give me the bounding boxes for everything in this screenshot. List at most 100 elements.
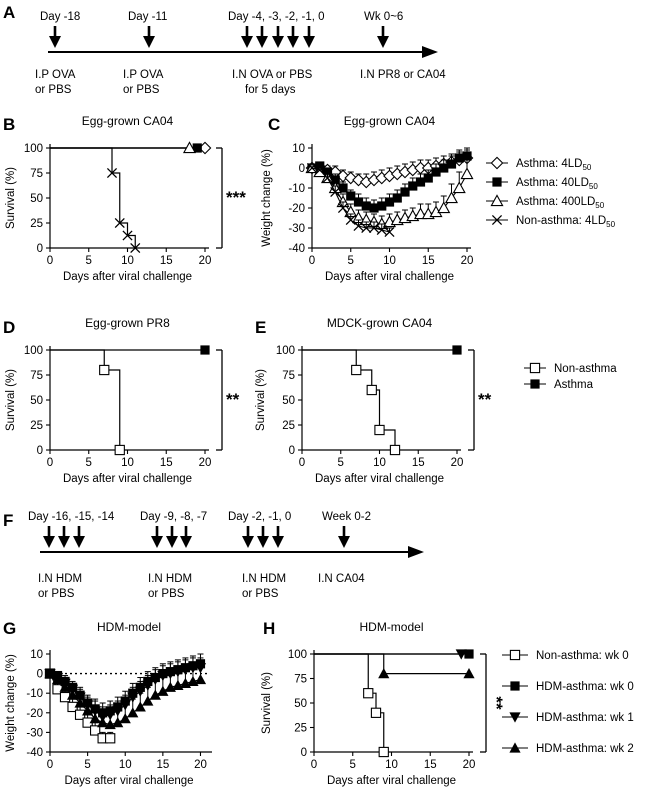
data-point — [97, 717, 109, 728]
x-tick-label: 0 — [47, 457, 53, 469]
y-tick-label: 100 — [24, 345, 43, 357]
x-axis-label: Days after viral challenge — [325, 271, 454, 283]
arrow-head — [43, 536, 55, 548]
data-point — [142, 695, 154, 706]
data-point — [157, 670, 169, 682]
timeline-a-label-2: Day -4, -3, -2, -1, 0 — [228, 11, 325, 23]
data-point — [389, 444, 401, 456]
x-tick-label: 5 — [86, 255, 92, 267]
data-point — [376, 224, 387, 236]
data-point — [370, 707, 382, 718]
timeline-a: Day -18 Day -11 Day -4, -3, -2, -1, 0 Wk… — [35, 11, 446, 96]
y-axis-label: Survival (%) — [255, 369, 267, 431]
timeline-a-bottom-1-line2: or PBS — [123, 84, 160, 96]
arrow-head — [73, 536, 85, 548]
arrow-head — [242, 536, 254, 548]
data-point — [337, 202, 349, 214]
x-tick-label: 0 — [311, 759, 317, 771]
chart-title: Egg-grown PR8 — [85, 316, 170, 330]
chart-title: HDM-model — [97, 620, 161, 634]
series-1 — [50, 345, 210, 355]
timeline-f-bottom-0-line1: I.N HDM — [38, 573, 82, 585]
data-point — [134, 686, 146, 697]
timeline-a-label-0: Day -18 — [40, 11, 80, 23]
legend-marker — [490, 194, 504, 207]
legend-marker — [530, 379, 540, 389]
data-point — [130, 242, 141, 254]
y-tick-label: -10 — [288, 183, 305, 195]
data-point — [351, 364, 362, 376]
legend-marker — [509, 742, 521, 753]
x-tick-label: 5 — [86, 457, 92, 469]
y-tick-label: 100 — [24, 143, 43, 155]
y-tick-label: -30 — [288, 223, 305, 235]
y-tick-label: 25 — [30, 420, 43, 432]
y-tick-label: -20 — [26, 708, 43, 720]
data-point — [413, 207, 428, 220]
timeline-f-label-6: Day -2, -1, 0 — [228, 511, 291, 523]
x-tick-label: 20 — [451, 457, 464, 469]
data-point — [51, 673, 64, 685]
timeline-arrow — [73, 526, 85, 548]
timeline-arrow — [166, 526, 178, 548]
x-tick-label: 0 — [47, 759, 53, 771]
data-point — [59, 691, 71, 703]
y-tick-label: 100 — [276, 345, 295, 357]
data-point — [106, 167, 118, 179]
arrow-head — [272, 536, 284, 548]
legend-item: Asthma: 400LD50 — [486, 194, 605, 210]
data-point — [322, 172, 333, 184]
data-point — [444, 191, 459, 204]
data-point — [415, 177, 426, 187]
data-point — [363, 688, 374, 699]
timeline-f-label-0: Day -16, -15, -14 — [28, 511, 115, 523]
legend-label: Asthma: 4LD50 — [516, 158, 592, 172]
y-tick-label: 0 — [37, 669, 43, 681]
data-point — [346, 191, 356, 201]
chart-d: Egg-grown PR8 0 5 10 15 20 0 25 50 75 100 Days afte… — [5, 316, 240, 485]
x-axis-label: Days after viral challenge — [315, 473, 444, 485]
data-point — [157, 685, 169, 696]
arrow-head — [241, 36, 253, 48]
data-point — [89, 713, 101, 724]
series-3 — [44, 665, 207, 730]
timeline-arrow — [242, 526, 254, 548]
legend-label: HDM-asthma: wk 0 — [536, 681, 634, 693]
legend-item: HDM-asthma: wk 2 — [502, 742, 634, 755]
data-point — [369, 203, 379, 213]
arrow-head — [338, 536, 350, 548]
y-tick-label: 75 — [30, 370, 43, 382]
x-tick-label: 15 — [160, 457, 173, 469]
y-tick-label: 50 — [30, 395, 43, 407]
data-point — [112, 717, 124, 728]
data-point — [330, 186, 341, 198]
chart-g: HDM-model 0 5 10 15 20 -40 -30 -20 -10 0 10 Days aft… — [5, 620, 212, 787]
legend-item: Non-asthma: wk 0 — [502, 649, 629, 662]
timeline-a-label-7: Wk 0~6 — [364, 11, 403, 23]
series-1 — [302, 345, 462, 355]
legend-subscript: 50 — [582, 163, 591, 172]
timeline-f-bottom-3-line1: I.N CA04 — [318, 573, 365, 585]
y-tick-label: 50 — [294, 698, 307, 710]
legend-h: Non-asthma: wk 0 HDM-asthma: wk 0 HDM-asth… — [502, 649, 634, 755]
legend-label: Non-asthma: 4LD50 — [516, 215, 616, 229]
data-point — [460, 167, 474, 180]
series-3 — [50, 147, 141, 254]
arrow-head — [151, 536, 163, 548]
timeline-arrow — [151, 526, 163, 548]
x-tick-label: 20 — [199, 255, 212, 267]
data-point — [122, 230, 133, 241]
y-tick-label: 75 — [30, 168, 43, 180]
series-0 — [50, 349, 125, 456]
arrow-head — [143, 36, 155, 48]
y-tick-label: -20 — [288, 203, 305, 215]
legend-subscript: 50 — [606, 220, 615, 229]
data-point — [127, 692, 139, 703]
x-tick-label: 10 — [121, 457, 134, 469]
timeline-arrow — [272, 526, 284, 548]
chart-e: MDCK-grown CA04 0 5 10 15 20 0 25 50 75 100 Days af… — [255, 316, 492, 485]
timeline-f-bottom-2-line2: or PBS — [242, 588, 279, 600]
legend-label: Asthma: 40LD50 — [516, 177, 598, 191]
legend-label: HDM-asthma: wk 2 — [536, 743, 634, 755]
